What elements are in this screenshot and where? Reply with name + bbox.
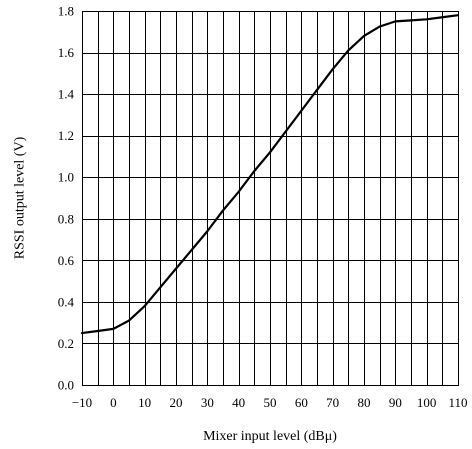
- x-tick-label: 70: [326, 395, 339, 410]
- x-tick-label: 10: [138, 395, 151, 410]
- y-tick-label: 1.6: [58, 45, 75, 60]
- y-tick-label: 0.8: [58, 211, 74, 226]
- x-tick-label: 110: [448, 395, 467, 410]
- x-tick-label: −10: [72, 395, 92, 410]
- x-tick-label: 100: [417, 395, 437, 410]
- x-tick-label: 40: [232, 395, 245, 410]
- y-tick-label: 0.0: [58, 378, 74, 393]
- y-tick-label: 1.2: [58, 128, 74, 143]
- grid: [82, 11, 458, 385]
- x-tick-label: 30: [201, 395, 214, 410]
- y-tick-labels: 0.0 0.2 0.4 0.6 0.8 1.0 1.2 1.4 1.6 1.8: [58, 4, 75, 393]
- y-tick-label: 0.2: [58, 336, 74, 351]
- x-tick-labels: −10 0 10 20 30 40 50 60 70 80 90 100 110: [72, 395, 468, 410]
- y-tick-label: 1.0: [58, 170, 74, 185]
- x-tick-label: 90: [389, 395, 402, 410]
- series-group: [80, 14, 460, 335]
- y-tick-label: 0.4: [58, 294, 75, 309]
- x-tick-label: 60: [295, 395, 308, 410]
- y-axis-title: RSSI output level (V): [13, 136, 28, 259]
- x-tick-label: 0: [110, 395, 117, 410]
- x-tick-label: 20: [170, 395, 183, 410]
- x-tick-label: 80: [358, 395, 371, 410]
- plot-area-frame: [81, 10, 460, 387]
- x-tick-label: 50: [264, 395, 277, 410]
- x-axis-title: Mixer input level (dBμ): [203, 429, 337, 444]
- series-line-1: [80, 14, 460, 335]
- y-tick-label: 1.8: [58, 4, 74, 19]
- y-tick-label: 1.4: [58, 87, 75, 102]
- y-tick-label: 0.6: [58, 253, 75, 268]
